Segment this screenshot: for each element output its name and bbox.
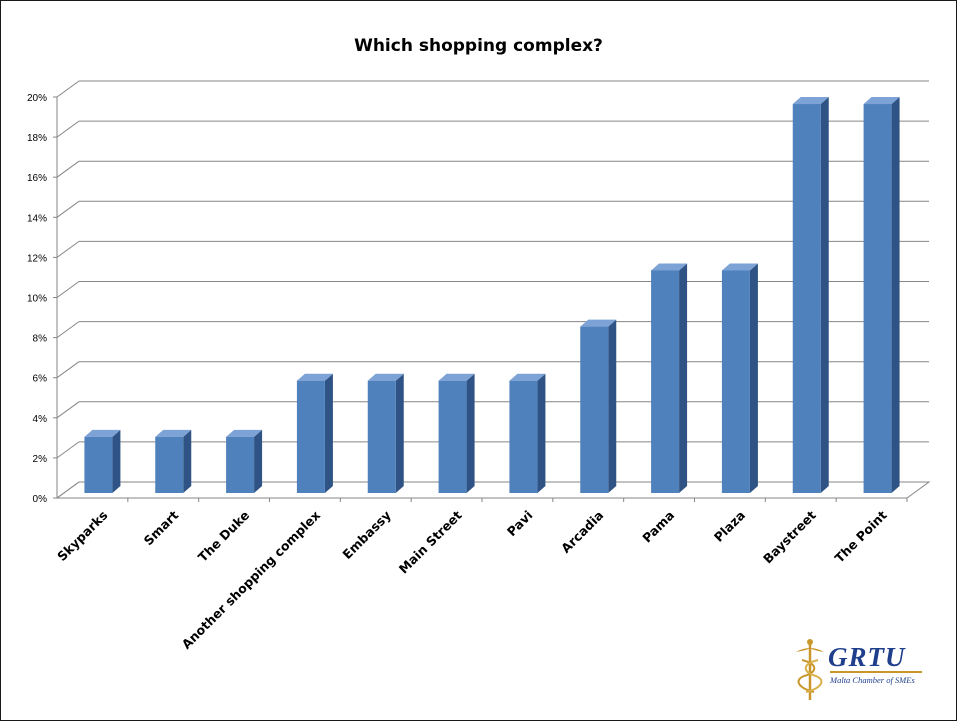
bar xyxy=(580,319,617,493)
x-tick-label: Smart xyxy=(141,508,182,549)
x-tick-label: Another shopping complex xyxy=(179,508,323,652)
bar-top xyxy=(721,263,758,271)
bar-side xyxy=(537,373,546,493)
gridline-diag xyxy=(56,441,80,459)
y-tick-label: 0% xyxy=(33,494,48,505)
bar xyxy=(792,97,829,493)
bar-front xyxy=(367,380,396,493)
bar-front xyxy=(509,380,538,493)
bar-side xyxy=(820,97,829,493)
logo-rule xyxy=(830,671,922,673)
x-tick-label: Pama xyxy=(639,508,677,546)
y-tick-label: 20% xyxy=(27,93,47,104)
bar xyxy=(84,429,121,493)
x-tick-label: Plaza xyxy=(711,508,748,545)
bar xyxy=(721,263,758,493)
gridline-diag xyxy=(56,481,80,499)
bar xyxy=(863,97,900,493)
chart-title: Which shopping complex? xyxy=(354,36,603,56)
bar xyxy=(438,373,475,493)
bar xyxy=(155,429,192,493)
bar-top xyxy=(155,429,192,437)
bar-front xyxy=(438,380,467,493)
y-axis-ticks: 0% 2% 4% 6% 8% 10% 12% 14% 16% 18% 20% xyxy=(27,93,47,505)
x-tick-label: Skyparks xyxy=(54,508,110,564)
caduceus-icon xyxy=(796,639,824,700)
bar-top xyxy=(651,263,688,271)
bar-front xyxy=(721,270,750,493)
bar xyxy=(226,429,263,493)
bar-front xyxy=(296,380,325,493)
y-tick-label: 6% xyxy=(33,374,48,385)
bar-front xyxy=(651,270,680,493)
bar-top xyxy=(438,373,475,381)
bar-top xyxy=(84,429,121,437)
x-tick-label: Arcadia xyxy=(558,508,606,556)
x-tick-label: The Duke xyxy=(195,508,252,565)
y-tick-label: 16% xyxy=(27,173,47,184)
bar-side xyxy=(891,97,900,493)
bar-front xyxy=(863,104,892,493)
bar-top xyxy=(863,97,900,105)
x-tick-label: Baystreet xyxy=(760,508,819,567)
gridlines xyxy=(53,80,931,502)
gridline-diag xyxy=(56,321,80,339)
bar-side xyxy=(466,373,475,493)
bar-top xyxy=(509,373,546,381)
bars xyxy=(84,97,900,493)
bar-front xyxy=(792,104,821,493)
bar xyxy=(296,373,333,493)
gridline-diag xyxy=(56,240,80,258)
y-tick-label: 10% xyxy=(27,294,47,305)
bar-side xyxy=(183,429,192,493)
bar-top xyxy=(367,373,404,381)
logo-subtitle: Malta Chamber of SMEs xyxy=(830,675,915,685)
y-tick-label: 2% xyxy=(33,454,48,465)
bar-front xyxy=(580,326,609,493)
y-tick-label: 12% xyxy=(27,253,47,264)
bar-front xyxy=(84,436,113,493)
x-tick-label: The Point xyxy=(832,508,890,566)
x-tick-label: Pavi xyxy=(504,508,536,540)
bar-side xyxy=(608,319,617,493)
bar xyxy=(509,373,546,493)
bar-side xyxy=(324,373,333,493)
y-tick-label: 14% xyxy=(27,213,47,224)
bar-top xyxy=(580,319,617,327)
x-tick-label: Embassy xyxy=(339,508,393,562)
grtu-logo: GRTU Malta Chamber of SMEs xyxy=(790,638,930,704)
bar-top xyxy=(296,373,333,381)
gridline-diag xyxy=(56,361,80,379)
gridline-diag xyxy=(56,80,80,98)
x-tick-label: Main Street xyxy=(396,507,465,576)
gridline-diag xyxy=(56,200,80,218)
gridline-diag xyxy=(56,281,80,298)
bar-side xyxy=(395,373,404,493)
bar xyxy=(651,263,688,493)
bar-top xyxy=(226,429,263,437)
bar-side xyxy=(112,429,121,493)
bar-top xyxy=(792,97,829,105)
bar-side xyxy=(749,263,758,493)
bar-side xyxy=(679,263,688,493)
bar-front xyxy=(155,436,184,493)
bar-side xyxy=(254,429,263,493)
gridline-diag xyxy=(56,160,80,178)
y-tick-label: 18% xyxy=(27,133,47,144)
y-tick-label: 8% xyxy=(33,334,48,345)
logo-wordmark: GRTU xyxy=(828,642,906,672)
y-tick-label: 4% xyxy=(33,414,48,425)
bar xyxy=(367,373,404,493)
bar-front xyxy=(226,436,255,493)
gridline-diag xyxy=(56,401,80,419)
gridline-diag xyxy=(56,120,80,138)
